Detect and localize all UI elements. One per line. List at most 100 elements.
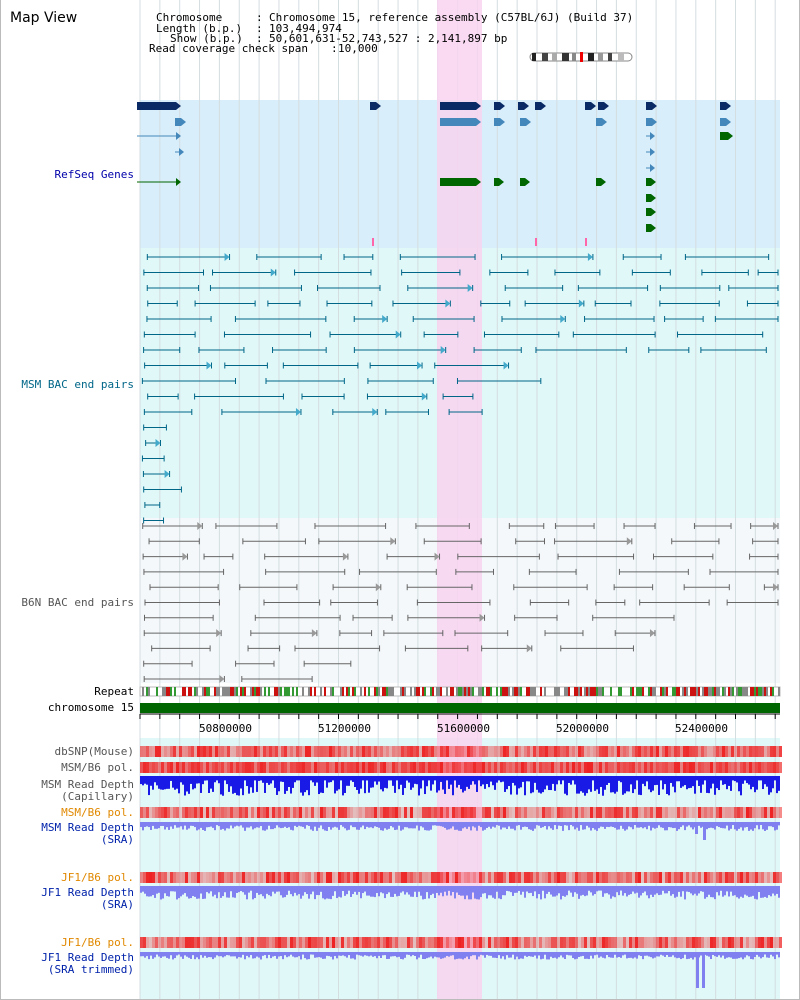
depth-bar: [336, 952, 338, 959]
depth-bar: [776, 776, 778, 794]
heat-cell: [620, 807, 623, 818]
heat-cell: [482, 872, 485, 883]
heat-cell: [227, 762, 230, 773]
depth-bar: [680, 776, 682, 788]
depth-bar: [474, 776, 476, 785]
repeat-element: [470, 687, 472, 696]
depth-bar: [436, 776, 438, 793]
heat-cell: [614, 746, 617, 757]
depth-bar: [628, 822, 630, 827]
heat-cell: [194, 746, 197, 757]
heat-cell: [158, 937, 161, 948]
depth-bar: [302, 776, 304, 796]
heat-cell: [206, 746, 209, 757]
depth-bar: [482, 776, 484, 785]
heat-cell: [488, 937, 491, 948]
depth-bar: [506, 776, 508, 790]
depth-bar: [282, 822, 284, 828]
depth-bar: [408, 822, 410, 829]
repeat-element: [566, 687, 568, 696]
depth-bar: [414, 776, 416, 784]
depth-bar: [194, 822, 196, 828]
heat-cell: [632, 807, 635, 818]
depth-bar: [400, 776, 402, 785]
heat-cell: [455, 762, 458, 773]
heat-cell: [641, 762, 644, 773]
heat-cell: [773, 872, 776, 883]
heat-cell: [494, 937, 497, 948]
depth-bar: [532, 822, 534, 831]
depth-bar: [486, 886, 488, 899]
depth-bar: [142, 822, 144, 831]
depth-bar: [536, 822, 538, 826]
heat-cell: [224, 762, 227, 773]
heat-cell: [392, 872, 395, 883]
heat-cell: [749, 807, 752, 818]
repeat-element: [514, 687, 516, 696]
depth-bar: [670, 776, 672, 783]
depth-bar: [414, 886, 416, 892]
depth-bar: [750, 776, 752, 790]
depth-bar: [710, 886, 712, 898]
heat-cell: [638, 807, 641, 818]
heat-cell: [383, 746, 386, 757]
heat-cell: [653, 807, 656, 818]
depth-bar: [372, 952, 374, 957]
heat-cell: [179, 807, 182, 818]
depth-bar: [340, 886, 342, 898]
repeat-element: [472, 687, 474, 696]
depth-bar: [612, 776, 614, 793]
repeat-element: [214, 687, 216, 696]
depth-bar: [206, 952, 208, 958]
heat-cell: [437, 937, 440, 948]
gene-exon: [440, 102, 476, 110]
heat-cell: [374, 762, 377, 773]
depth-bar: [654, 952, 656, 958]
depth-bar: [182, 952, 184, 959]
depth-bar: [478, 886, 480, 900]
heat-cell: [161, 937, 164, 948]
heat-cell: [740, 937, 743, 948]
depth-bar: [244, 886, 246, 895]
heat-cell: [521, 762, 524, 773]
depth-bar: [268, 952, 270, 955]
heat-cell: [605, 937, 608, 948]
heat-cell: [422, 872, 425, 883]
repeat-element: [340, 687, 342, 696]
heat-cell: [620, 746, 623, 757]
depth-bar: [418, 886, 420, 892]
depth-bar: [688, 776, 690, 789]
depth-bar: [540, 822, 542, 828]
heat-cell: [674, 937, 677, 948]
heat-cell: [512, 872, 515, 883]
depth-bar: [684, 952, 686, 955]
heat-cell: [692, 937, 695, 948]
depth-bar: [182, 822, 184, 830]
depth-bar: [492, 886, 494, 898]
heat-cell: [761, 807, 764, 818]
frame-left: [0, 0, 1, 1000]
depth-bar: [172, 952, 174, 960]
depth-bar: [644, 776, 646, 787]
gene-strand-arrow: [652, 102, 657, 110]
depth-bar: [648, 776, 650, 790]
depth-bar: [598, 952, 600, 958]
heat-cell: [380, 807, 383, 818]
heat-cell: [713, 872, 716, 883]
heat-cell: [188, 746, 191, 757]
heat-cell: [218, 872, 221, 883]
chromosome-ideogram[interactable]: [528, 51, 636, 65]
depth-bar: [356, 952, 358, 955]
repeat-element: [710, 687, 712, 696]
depth-bar: [378, 776, 380, 782]
heat-cell: [443, 937, 446, 948]
depth-bar: [330, 776, 332, 783]
depth-bar: [492, 952, 494, 958]
heat-cell: [476, 937, 479, 948]
depth-bar: [140, 952, 142, 957]
heat-cell: [638, 746, 641, 757]
depth-bar: [476, 886, 478, 900]
heat-cell: [530, 807, 533, 818]
heat-cell: [464, 746, 467, 757]
